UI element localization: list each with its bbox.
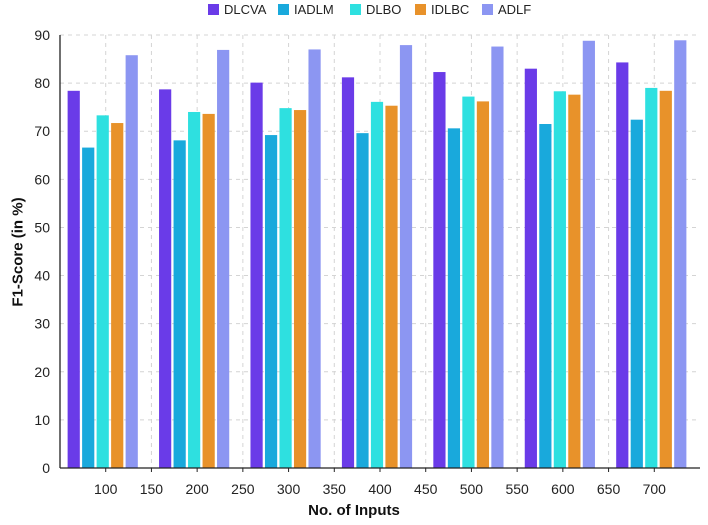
bar-adlf-100 [125,55,138,468]
bar-adlf-200 [217,49,230,469]
y-tick-label: 0 [42,460,50,476]
bar-dlcva-400 [341,77,355,469]
y-tick-label: 30 [34,316,50,332]
legend-item-dlcva: DLCVA [208,2,266,17]
bar-idlbc-500 [476,101,490,468]
y-tick-label: 70 [34,123,50,139]
legend-label-adlf: ADLF [498,2,532,17]
x-tick-label: 400 [368,481,392,497]
bar-idlbc-700 [659,90,672,468]
bar-adlf-300 [308,49,321,468]
bar-adlf-700 [674,40,687,468]
bar-dlbo-200 [188,111,201,468]
x-tick-label: 150 [140,481,164,497]
x-tick-label: 350 [323,481,347,497]
y-tick-label: 50 [34,219,50,235]
x-tick-label: 200 [185,481,209,497]
bar-adlf-500 [491,46,504,469]
x-tick-label: 300 [277,481,301,497]
legend-label-idlbc: IDLBC [431,2,470,17]
bar-dlbo-100 [96,115,109,469]
bar-iadlm-600 [539,124,552,468]
legend-swatch-dlbo [350,4,361,15]
bar-iadlm-300 [264,135,278,468]
legend-item-dlbo: DLBO [350,2,401,17]
y-tick-label: 60 [34,171,50,187]
legend-item-adlf: ADLF [482,2,531,17]
y-tick-label: 10 [34,412,50,428]
legend-swatch-idlbc [415,4,426,15]
y-axis-title: F1-Score (in %) [9,197,27,307]
bar-dlcva-200 [159,89,172,469]
legend-item-iadlm: IADLM [278,2,334,17]
bar-dlbo-300 [279,108,292,468]
bar-iadlm-700 [630,119,643,469]
bar-dlcva-600 [524,68,537,468]
bar-iadlm-400 [356,133,369,468]
x-tick-label: 450 [414,481,438,497]
bar-dlcva-100 [67,90,80,468]
legend-item-idlbc: IDLBC [415,2,469,17]
bar-iadlm-100 [82,147,95,468]
bar-dlcva-700 [616,62,629,468]
bar-iadlm-200 [173,140,186,468]
legend-label-iadlm: IADLM [294,2,334,17]
y-tick-label: 20 [34,364,50,380]
y-tick-label: 90 [34,27,50,43]
x-tick-label: 250 [231,481,255,497]
x-axis-title: No. of Inputs [308,502,400,519]
y-tick-label: 80 [34,75,50,91]
x-tick-label: 700 [643,481,667,497]
bar-idlbc-600 [568,94,581,468]
bar-dlbo-600 [553,91,566,468]
bar-dlcva-300 [250,82,263,468]
x-tick-label: 100 [94,481,118,497]
y-tick-label: 40 [34,268,50,284]
bar-adlf-400 [399,45,413,468]
legend-label-dlcva: DLCVA [224,2,267,17]
legend-swatch-adlf [482,4,493,15]
bar-idlbc-400 [385,105,398,469]
legend-label-dlbo: DLBO [366,2,402,17]
bar-idlbc-100 [111,123,124,468]
bar-adlf-600 [582,40,595,468]
bar-dlbo-500 [462,96,475,469]
x-tick-label: 650 [597,481,621,497]
legend-swatch-iadlm [278,4,289,15]
bar-idlbc-300 [293,110,307,468]
bar-iadlm-500 [447,128,461,468]
x-tick-label: 550 [505,481,529,497]
legend-swatch-dlcva [208,4,219,15]
x-tick-label: 600 [551,481,575,497]
bar-dlbo-400 [370,101,384,468]
legend: DLCVA IADLM DLBO IDLBC ADLF [0,2,708,20]
bar-dlbo-700 [645,87,658,468]
bar-idlbc-200 [202,113,215,468]
bar-dlcva-500 [433,72,446,468]
x-tick-label: 500 [460,481,484,497]
